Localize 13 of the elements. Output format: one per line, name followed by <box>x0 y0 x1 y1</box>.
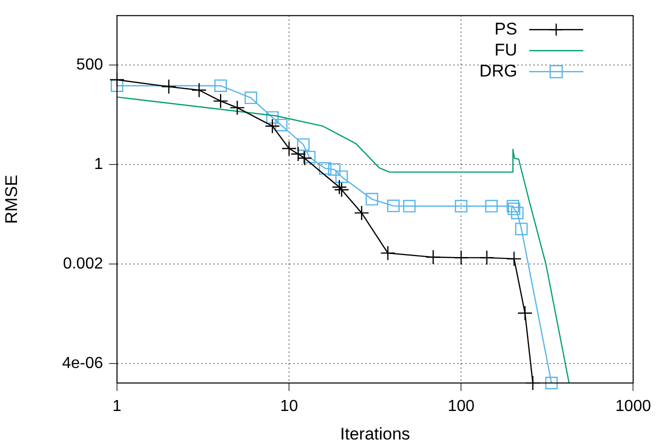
x-tick-label: 1 <box>112 398 122 416</box>
y-tick-label: 4e-06 <box>62 355 104 372</box>
x-tick-label: 1000 <box>615 398 652 416</box>
legend-label: FU <box>494 40 518 60</box>
x-axis-title: Iterations <box>340 424 410 444</box>
x-tick-label: 10 <box>280 398 298 416</box>
y-tick-label: 0.002 <box>62 256 104 273</box>
legend-label: PS <box>494 19 518 38</box>
legend-label: DRG <box>479 61 518 80</box>
x-tick-label: 100 <box>448 398 475 416</box>
y-tick-label: 500 <box>76 56 104 74</box>
y-axis-title: RMSE <box>2 174 21 224</box>
y-tick-label: 1 <box>94 156 104 174</box>
